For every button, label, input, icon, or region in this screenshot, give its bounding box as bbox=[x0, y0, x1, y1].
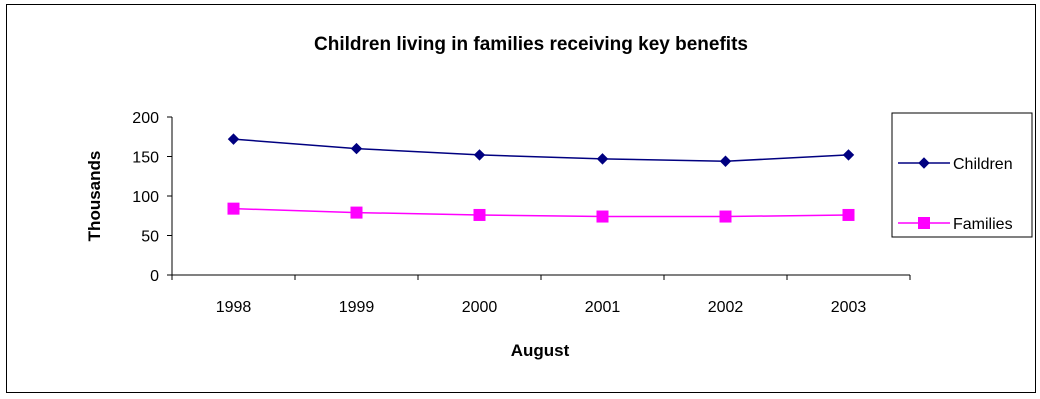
x-tick-label: 2001 bbox=[585, 299, 621, 316]
y-tick-label: 50 bbox=[141, 229, 159, 246]
data-point-children bbox=[596, 153, 609, 165]
series-layer bbox=[227, 133, 855, 223]
data-point-children bbox=[350, 142, 363, 155]
series-line-children bbox=[233, 138, 849, 162]
x-tick-label: 1998 bbox=[216, 299, 252, 316]
data-point-children bbox=[719, 155, 732, 167]
y-axis-title: Thousands bbox=[85, 151, 104, 242]
data-point-children bbox=[842, 149, 855, 161]
series-children bbox=[227, 133, 855, 167]
legend-label-families: Families bbox=[953, 216, 1013, 233]
legend-marker-children bbox=[918, 157, 930, 169]
data-point-families bbox=[842, 208, 855, 221]
series-line-families bbox=[233, 207, 849, 218]
y-tick-label: 0 bbox=[150, 268, 159, 285]
data-point-families bbox=[227, 202, 240, 215]
data-point-families bbox=[350, 206, 363, 219]
series-families bbox=[227, 202, 855, 223]
axes: 0 50 100 150 200 1998 1999 2000 2001 2002 2003 bbox=[132, 110, 911, 316]
legend-item-families: Families bbox=[898, 216, 1013, 233]
y-tick-label: 100 bbox=[132, 189, 159, 206]
x-tick-label: 2000 bbox=[462, 299, 498, 316]
chart-frame bbox=[6, 4, 1036, 393]
x-axis-title: August bbox=[511, 341, 570, 360]
data-point-families bbox=[473, 208, 486, 221]
legend: Children Families bbox=[891, 112, 1033, 238]
legend-marker-families bbox=[918, 217, 930, 229]
data-point-families bbox=[596, 210, 609, 223]
data-point-children bbox=[227, 133, 240, 145]
y-tick-label: 150 bbox=[132, 150, 159, 167]
chart-title: Children living in families receiving ke… bbox=[314, 34, 748, 55]
x-tick-label: 1999 bbox=[339, 299, 375, 316]
x-tick-label: 2002 bbox=[708, 299, 744, 316]
x-tick-label: 2003 bbox=[831, 299, 867, 316]
data-point-families bbox=[719, 210, 732, 223]
y-tick-label: 200 bbox=[132, 110, 159, 127]
legend-label-children: Children bbox=[953, 156, 1013, 173]
legend-box bbox=[891, 112, 1033, 238]
data-point-children bbox=[473, 149, 486, 161]
legend-item-children: Children bbox=[898, 156, 1013, 173]
